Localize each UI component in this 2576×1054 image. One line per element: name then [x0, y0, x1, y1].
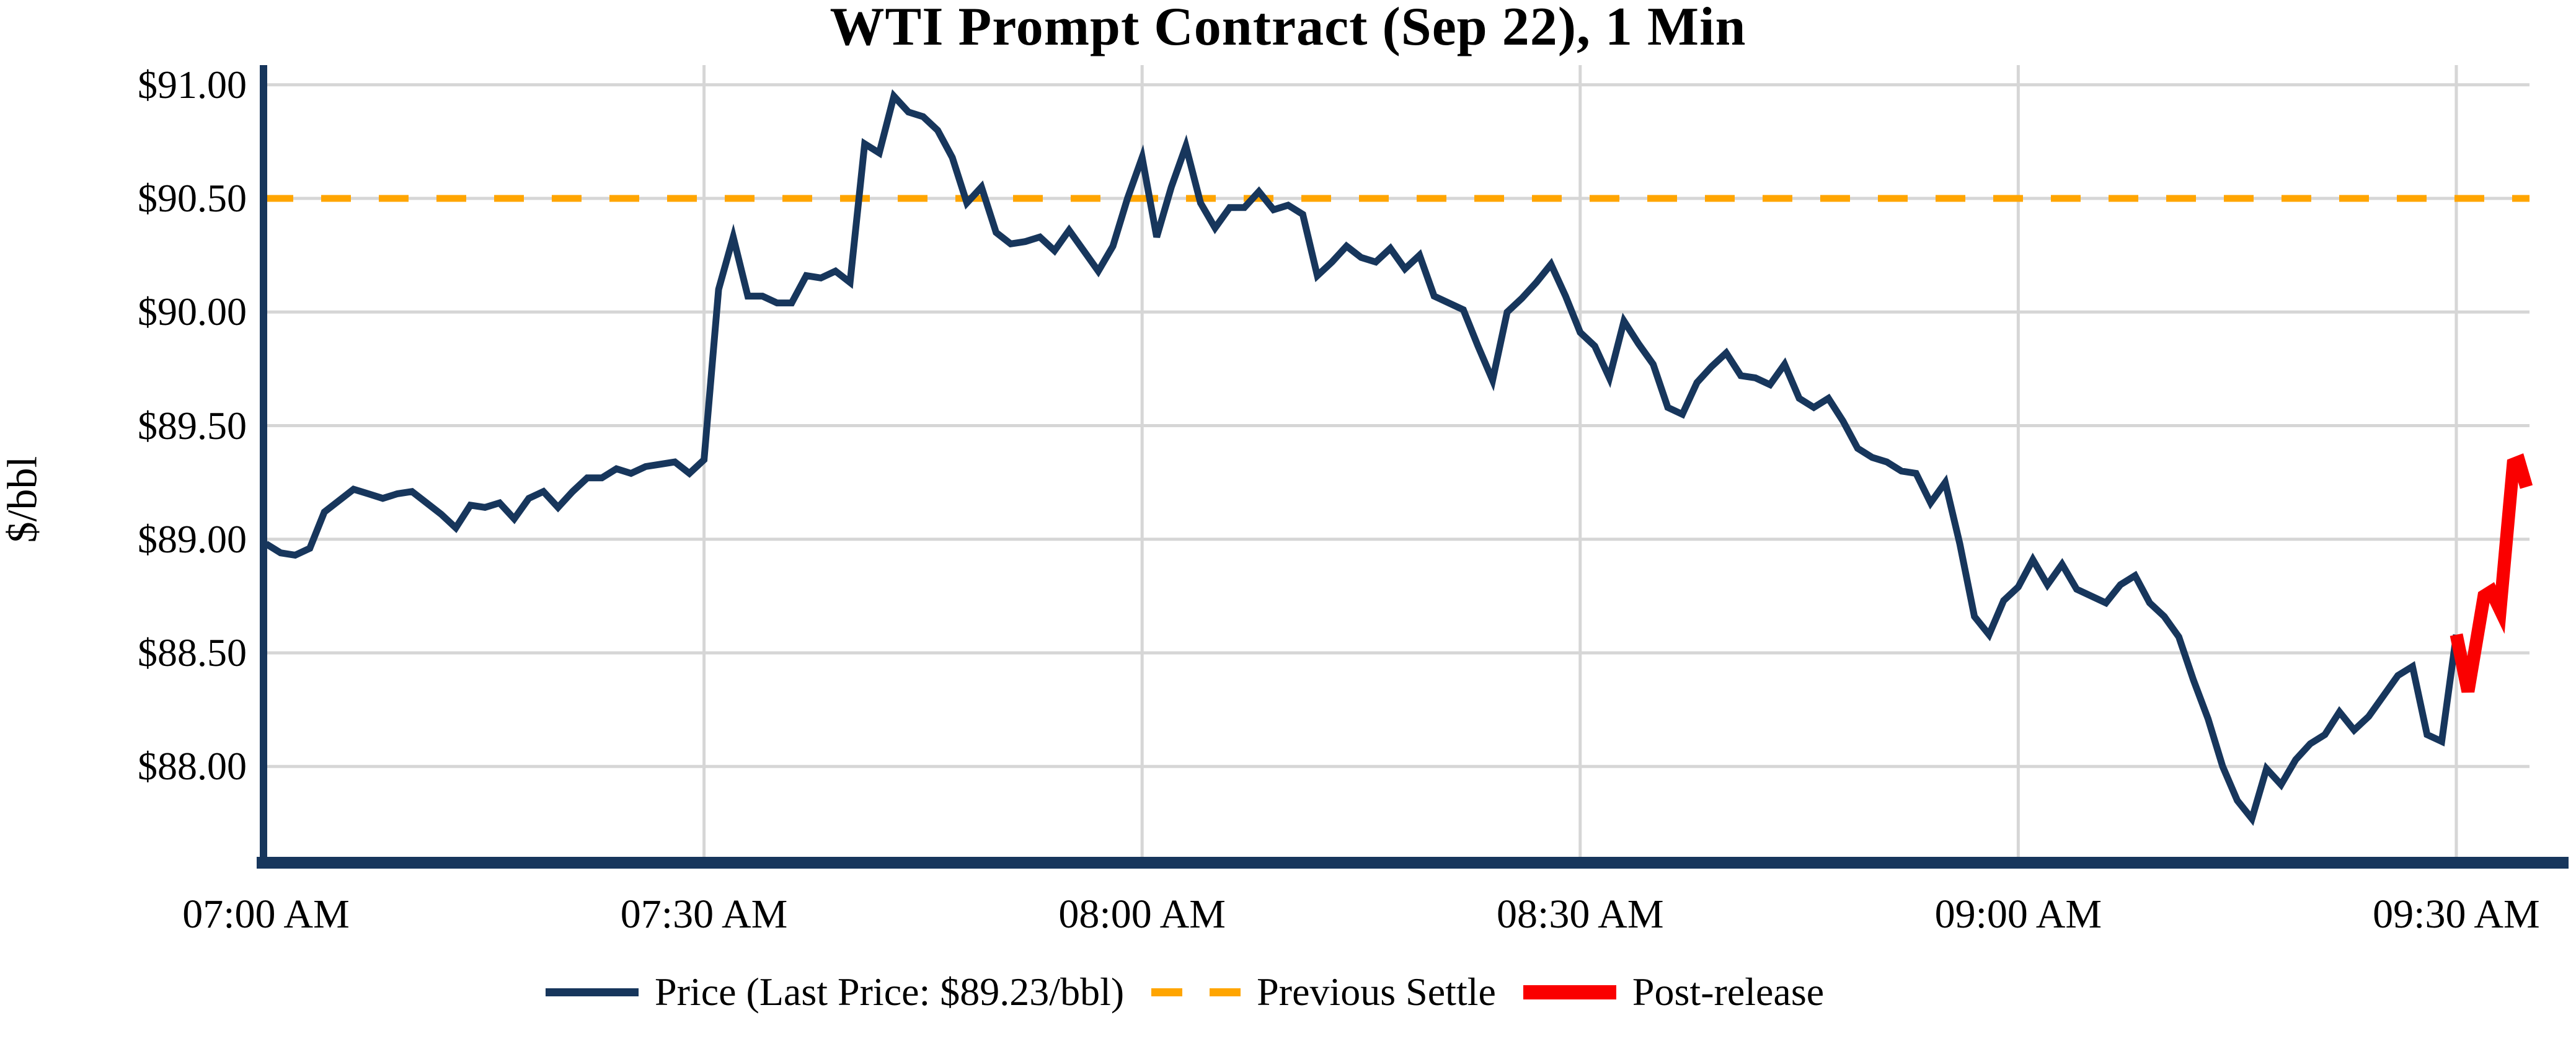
y-tick-label: $90.00 [138, 290, 247, 334]
y-tick-label: $88.50 [138, 631, 247, 675]
x-tick-label: 08:00 AM [1058, 892, 1226, 937]
legend-label-previous-settle: Previous Settle [1257, 970, 1496, 1014]
legend: Price (Last Price: $89.23/bbl) Previous … [546, 972, 1824, 1012]
legend-item-post-release: Post-release [1523, 972, 1824, 1012]
post-release-line [2450, 453, 2533, 693]
legend-label-post-release: Post-release [1632, 970, 1825, 1014]
horizontal-gridlines [263, 83, 2530, 768]
x-axis-spine [257, 857, 2569, 869]
x-tick-label: 09:00 AM [1934, 892, 2102, 937]
x-tick-label: 07:00 AM [182, 892, 350, 937]
y-tick-label: $88.00 [138, 744, 247, 789]
y-tick-label: $90.50 [138, 176, 247, 220]
price-line [264, 89, 2460, 826]
y-tick-label: $91.00 [138, 62, 247, 107]
legend-item-previous-settle: Previous Settle [1151, 972, 1496, 1012]
previous-settle-swatch [1151, 988, 1241, 996]
x-tick-label: 08:30 AM [1496, 892, 1664, 937]
price-line-swatch [546, 988, 639, 996]
chart-title: WTI Prompt Contract (Sep 22), 1 Min [830, 0, 1746, 57]
y-axis-spine [260, 65, 267, 868]
y-tick-label: $89.50 [138, 403, 247, 448]
y-axis-label: $/bbl [0, 456, 46, 543]
x-tick-label: 07:30 AM [620, 892, 788, 937]
legend-label-price: Price (Last Price: $89.23/bbl) [655, 970, 1125, 1014]
x-tick-label: 09:30 AM [2373, 892, 2540, 937]
post-release-swatch [1523, 985, 1616, 999]
legend-item-price: Price (Last Price: $89.23/bbl) [546, 972, 1124, 1012]
y-tick-label: $89.00 [138, 516, 247, 561]
vertical-gridlines [702, 65, 2458, 862]
